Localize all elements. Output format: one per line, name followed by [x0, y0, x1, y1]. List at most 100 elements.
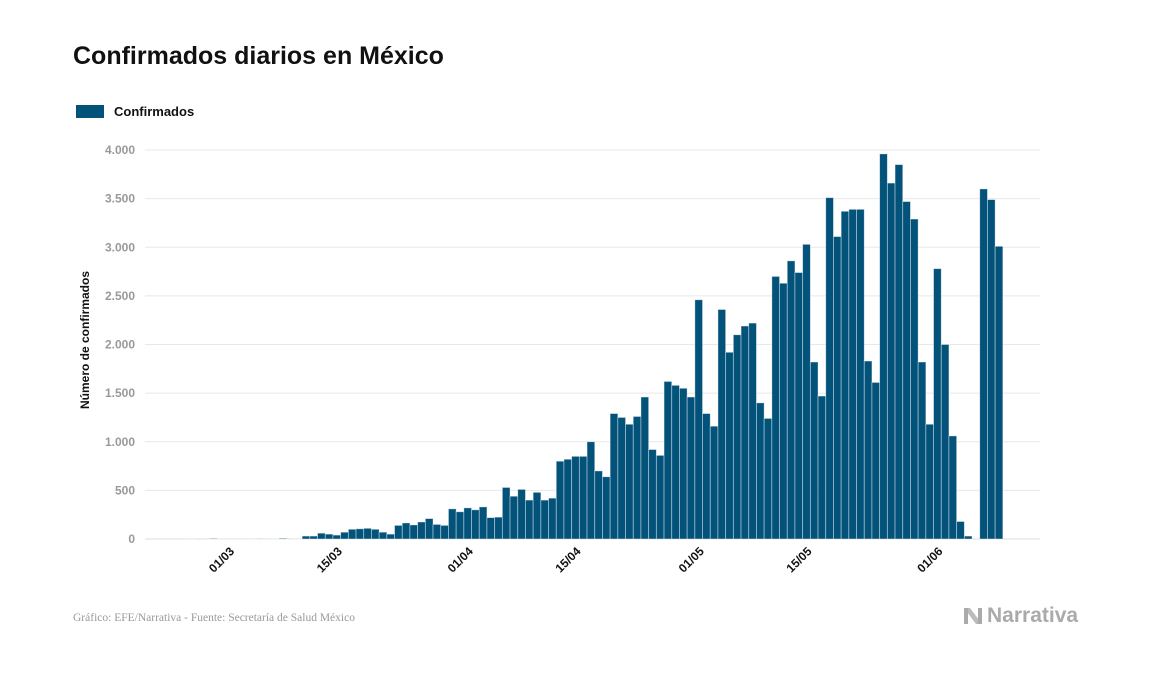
bar	[532, 491, 542, 540]
bar	[417, 521, 426, 540]
bar	[578, 455, 588, 540]
bar	[471, 509, 480, 540]
y-tick-label: 2.000	[105, 338, 135, 352]
x-tick-label: 01/06	[914, 544, 945, 575]
bar	[609, 413, 619, 540]
bar	[432, 524, 442, 540]
bar	[933, 268, 942, 540]
bar	[917, 361, 927, 540]
y-tick-label: 3.000	[105, 240, 135, 254]
y-tick-label: 1.000	[105, 435, 135, 449]
bar	[594, 470, 603, 540]
bar	[910, 218, 919, 540]
bar	[494, 516, 503, 540]
bar	[817, 395, 827, 540]
bar	[725, 351, 734, 540]
bar	[694, 299, 703, 540]
bar	[394, 524, 403, 540]
bar	[848, 208, 857, 540]
bar	[679, 387, 688, 540]
chart-title: Confirmados diarios en México	[73, 42, 444, 70]
bar	[401, 522, 411, 540]
bar	[309, 535, 318, 540]
bar	[702, 413, 711, 540]
bar	[671, 384, 680, 540]
bar	[478, 506, 488, 540]
bar	[771, 276, 780, 540]
y-tick-label: 4.000	[105, 143, 135, 157]
bar	[963, 535, 973, 540]
bar	[994, 245, 1004, 540]
bar	[879, 153, 888, 540]
bar	[740, 325, 750, 540]
bar	[648, 449, 657, 540]
bar	[540, 499, 549, 540]
bar	[501, 487, 511, 540]
bar	[378, 531, 388, 540]
bar	[525, 499, 534, 540]
bar	[732, 334, 742, 540]
bar	[655, 454, 665, 540]
bar	[386, 533, 395, 540]
bar	[856, 208, 865, 540]
y-axis-label: Número de confirmados	[78, 271, 92, 409]
bar	[371, 528, 380, 540]
bar	[324, 533, 334, 540]
bar	[571, 455, 580, 540]
bar	[440, 524, 449, 540]
bar	[825, 197, 834, 540]
bar	[663, 381, 673, 540]
x-tick-label: 15/03	[314, 544, 345, 575]
bar	[925, 423, 934, 540]
y-tick-label: 2.500	[105, 289, 135, 303]
bar	[363, 527, 372, 540]
bar	[709, 425, 719, 540]
y-tick-label: 500	[115, 483, 135, 497]
bar	[548, 497, 557, 540]
bar	[640, 396, 650, 540]
x-tick-label: 15/04	[552, 544, 583, 575]
logo-text: Narrativa	[987, 604, 1079, 627]
bar	[894, 164, 904, 540]
bar	[317, 532, 326, 540]
bar	[840, 210, 850, 540]
bar	[886, 182, 896, 540]
x-tick-label: 01/04	[445, 544, 476, 575]
bar	[448, 508, 457, 540]
y-tick-label: 1.500	[105, 386, 135, 400]
bar	[347, 528, 357, 540]
bar	[809, 361, 819, 540]
bar	[340, 531, 349, 540]
bar	[863, 360, 873, 540]
bar	[555, 460, 565, 540]
legend: Confirmados	[76, 104, 194, 119]
bar	[625, 423, 634, 540]
narrativa-logo: Narrativa	[962, 604, 1078, 628]
legend-label: Confirmados	[114, 104, 195, 119]
bar	[602, 476, 611, 540]
bar	[486, 517, 496, 540]
bar	[802, 243, 811, 540]
bar	[509, 495, 519, 540]
bar	[517, 489, 526, 540]
bar	[902, 201, 911, 540]
y-tick-label: 0	[128, 532, 135, 546]
bar	[833, 236, 842, 540]
bar	[748, 322, 757, 540]
bar	[948, 435, 958, 540]
bar	[617, 417, 626, 540]
bar	[717, 309, 727, 540]
bar	[455, 511, 465, 540]
bar	[632, 416, 642, 540]
bar	[332, 534, 342, 540]
x-tick-label: 01/05	[676, 544, 707, 575]
bar	[563, 458, 573, 540]
x-tick-label: 01/03	[206, 544, 237, 575]
bar	[871, 382, 881, 540]
bar	[940, 344, 950, 540]
bar	[424, 518, 434, 540]
bar	[786, 260, 796, 540]
bar	[686, 396, 696, 540]
legend-swatch	[76, 105, 104, 118]
